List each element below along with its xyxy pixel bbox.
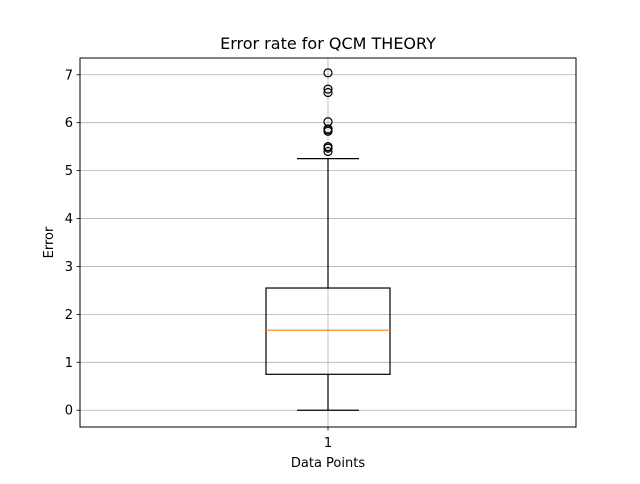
y-tick-label: 1 [65, 356, 73, 371]
tick-layer: 0 1 2 3 4 5 6 7 1 [65, 68, 332, 451]
y-tick-label: 3 [65, 260, 73, 275]
y-tick-label: 5 [65, 164, 73, 179]
outlier-point [323, 124, 333, 134]
y-tick-label: 4 [65, 212, 73, 227]
outlier-point [323, 142, 333, 152]
outlier-point [323, 87, 333, 98]
outlier-point [323, 146, 333, 157]
outlier-point [323, 84, 333, 94]
y-tick-label: 6 [65, 116, 73, 131]
box-layer [265, 68, 391, 411]
x-tick-label: 1 [324, 436, 332, 451]
outlier-point [323, 68, 333, 78]
outlier-point [323, 117, 333, 127]
chart-title: Error rate for QCM THEORY [220, 34, 436, 53]
y-axis-label: Error [42, 226, 57, 258]
x-axis-label: Data Points [291, 456, 365, 471]
y-tick-label: 0 [65, 404, 73, 419]
y-tick-label: 2 [65, 308, 73, 323]
y-tick-label: 7 [65, 68, 73, 83]
iqr-box [265, 287, 391, 375]
